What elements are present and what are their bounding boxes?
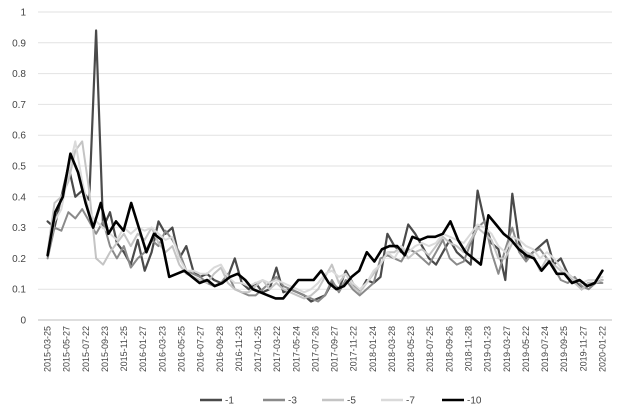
x-tick-label: 2016-05-25 bbox=[177, 326, 187, 372]
x-tick-label: 2017-01-25 bbox=[253, 326, 263, 372]
x-tick-label: 2016-01-27 bbox=[138, 326, 148, 372]
series-line-minus3 bbox=[46, 208, 604, 303]
y-tick-label: 0.9 bbox=[12, 38, 26, 49]
x-tick-label: 2019-11-27 bbox=[578, 326, 588, 371]
x-tick-label: 2016-07-27 bbox=[196, 326, 206, 372]
x-tick-label: 2015-03-25 bbox=[43, 326, 53, 372]
x-tick-label: 2018-09-26 bbox=[444, 326, 454, 372]
y-tick-label: 1 bbox=[20, 8, 26, 19]
legend: -1 -3 -5 -7 -10 bbox=[200, 396, 482, 407]
x-tick-label: 2018-01-24 bbox=[368, 326, 378, 372]
x-axis-ticks: 2015-03-25 2015-05-27 2015-07-22 2015-09-23… bbox=[43, 326, 608, 372]
x-tick-label: 2019-01-23 bbox=[483, 326, 493, 372]
x-tick-label: 2016-11-23 bbox=[234, 326, 244, 371]
x-tick-label: 2017-07-26 bbox=[310, 326, 320, 372]
y-tick-label: 0.6 bbox=[12, 131, 26, 142]
x-tick-label: 2020-01-22 bbox=[597, 326, 607, 372]
x-tick-label: 2017-11-22 bbox=[349, 326, 359, 371]
y-tick-label: 0.3 bbox=[12, 223, 26, 234]
x-tick-label: 2015-09-23 bbox=[100, 326, 110, 372]
x-tick-label: 2018-03-28 bbox=[387, 326, 397, 372]
x-tick-label: 2019-05-22 bbox=[521, 326, 531, 372]
x-tick-label: 2015-07-22 bbox=[81, 326, 91, 372]
series-lines bbox=[46, 29, 604, 303]
y-tick-label: 0.5 bbox=[12, 162, 26, 173]
y-tick-label: 0.8 bbox=[12, 69, 26, 80]
x-tick-label: 2017-09-27 bbox=[330, 326, 340, 372]
x-tick-label: 2019-03-27 bbox=[502, 326, 512, 372]
legend-label: -5 bbox=[347, 396, 356, 407]
x-tick-label: 2018-05-23 bbox=[406, 326, 416, 372]
x-tick-label: 2018-07-25 bbox=[425, 326, 435, 372]
legend-label: -10 bbox=[467, 396, 482, 407]
x-tick-label: 2017-03-22 bbox=[272, 326, 282, 372]
y-tick-label: 0.7 bbox=[12, 100, 26, 111]
x-tick-label: 2016-03-23 bbox=[157, 326, 167, 372]
legend-label: -7 bbox=[406, 396, 415, 407]
x-tick-label: 2015-11-25 bbox=[119, 326, 129, 371]
y-tick-label: 0.2 bbox=[12, 254, 26, 265]
y-tick-label: 0.4 bbox=[12, 192, 26, 203]
x-tick-label: 2015-05-27 bbox=[62, 326, 72, 372]
series-line-minus10 bbox=[46, 152, 604, 300]
x-tick-label: 2017-05-24 bbox=[291, 326, 301, 372]
x-tick-label: 2018-11-28 bbox=[464, 326, 474, 371]
y-tick-label: 0.1 bbox=[12, 285, 26, 296]
series-line-minus7 bbox=[46, 140, 604, 294]
x-tick-label: 2019-07-24 bbox=[540, 326, 550, 372]
legend-label: -3 bbox=[288, 396, 297, 407]
y-tick-label: 0 bbox=[20, 316, 26, 327]
x-tick-label: 2016-09-28 bbox=[215, 326, 225, 372]
x-tick-label: 2019-09-25 bbox=[559, 326, 569, 372]
legend-label: -1 bbox=[225, 396, 234, 407]
y-axis-ticks: 0 0.1 0.2 0.3 0.4 0.5 0.6 0.7 0.8 0.9 1 bbox=[12, 8, 26, 327]
